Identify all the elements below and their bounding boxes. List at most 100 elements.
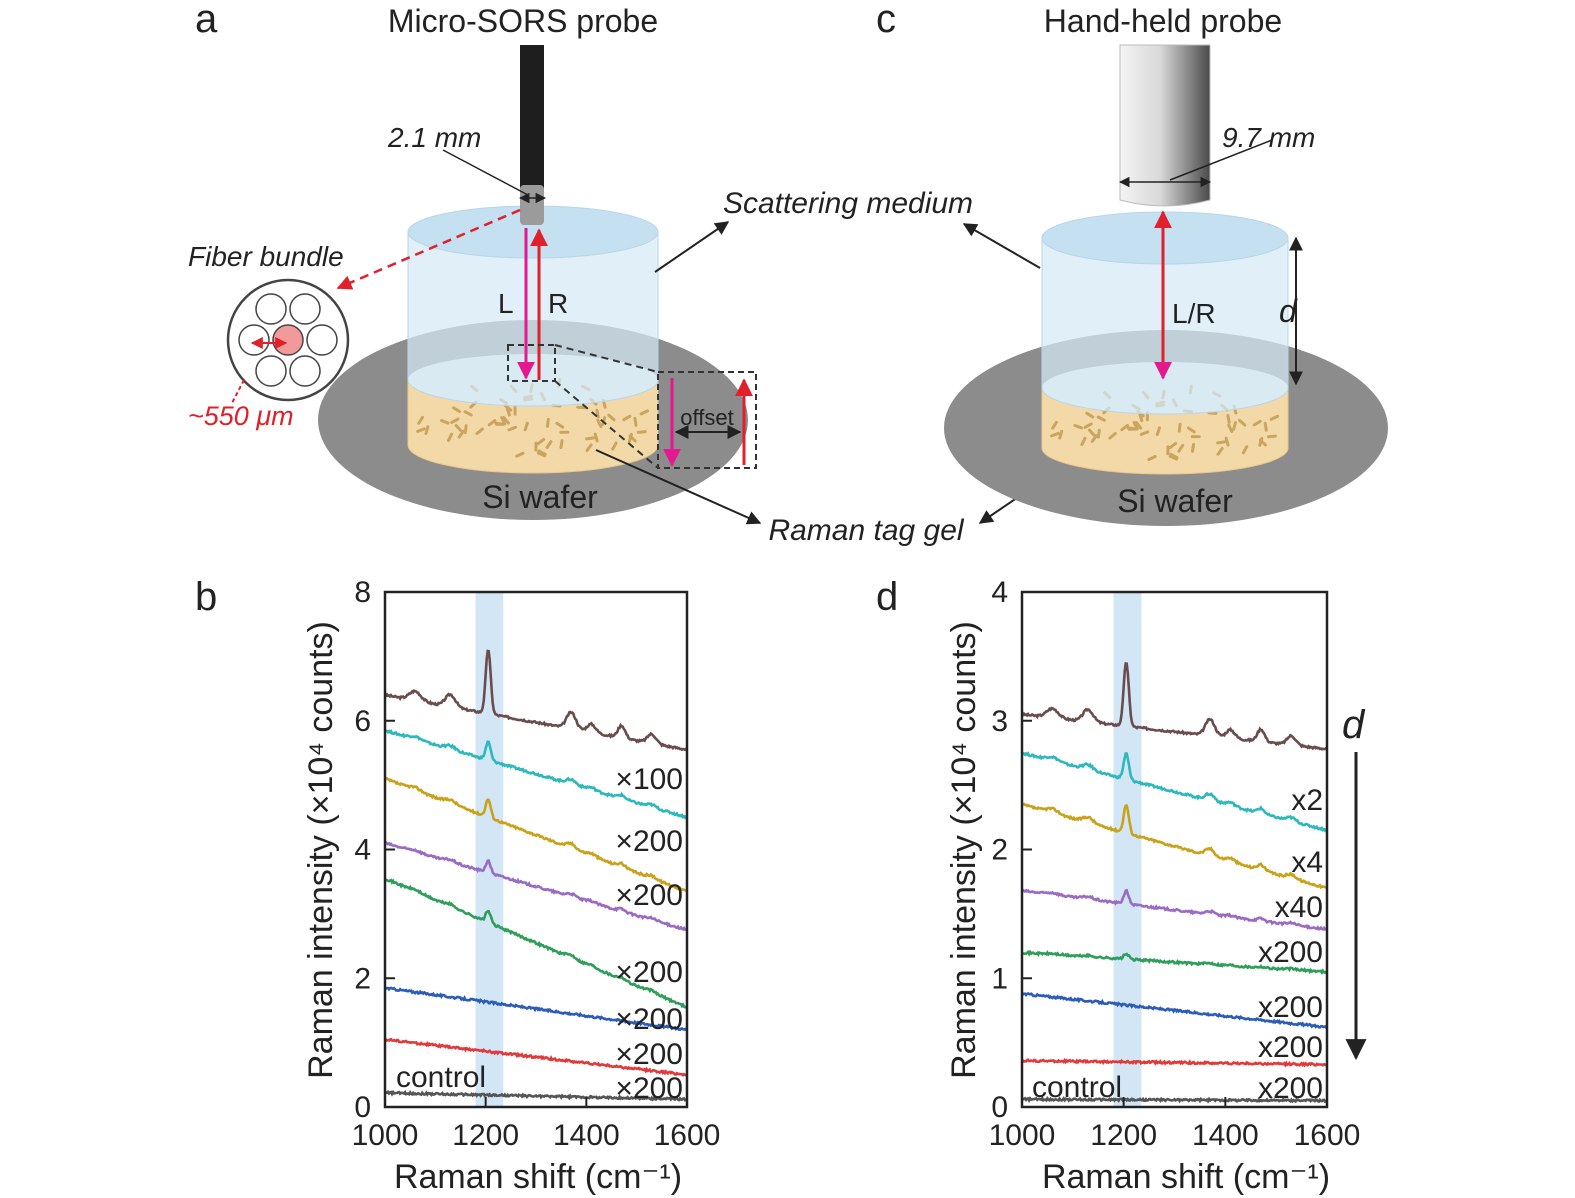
fiber-bundle-label: Fiber bundle <box>188 241 344 272</box>
gel-particle <box>1216 447 1224 456</box>
spectra-d <box>1021 662 1328 1104</box>
gel-particle <box>1232 421 1237 431</box>
gel-particle <box>446 432 454 442</box>
gel-particle <box>1090 434 1098 443</box>
spectrum-line <box>384 728 688 820</box>
gel-particle <box>545 417 550 428</box>
spectrum-line <box>384 776 688 893</box>
gel-particle <box>585 443 593 453</box>
gel-particle <box>1080 436 1087 447</box>
gel-particle <box>1177 443 1185 453</box>
probe-diameter-a: 2.1 mm <box>387 122 481 153</box>
trace-label: ×200 <box>615 879 683 912</box>
trace-label: x200 <box>1258 936 1323 969</box>
si-wafer-label-a: Si wafer <box>482 479 598 515</box>
spectrum-line <box>1021 662 1328 751</box>
shared-labels: Scattering medium Raman tag gel <box>595 187 1081 547</box>
spectrum-line <box>1021 992 1327 1029</box>
gel-particle <box>1087 428 1096 437</box>
spectrum-line <box>384 649 688 752</box>
gel-particle <box>639 409 650 416</box>
x-tick-label: 1200 <box>452 1119 519 1152</box>
trace-label: ×200 <box>615 1072 683 1105</box>
panel-label-d: d <box>876 575 898 619</box>
gel-particle <box>1266 434 1277 439</box>
gel-particle <box>595 408 600 419</box>
trace-label: x200 <box>1258 1031 1323 1064</box>
gel-particle <box>515 451 525 458</box>
y-tick-label: 2 <box>354 962 371 995</box>
gel-particle <box>416 427 426 433</box>
lr-label-c: L/R <box>1172 298 1216 329</box>
fiber-outer-4 <box>306 324 338 356</box>
inset-source-box <box>507 344 556 382</box>
gel-particle <box>555 421 565 429</box>
offset-label: offset <box>680 405 733 430</box>
gel-particle <box>1263 421 1268 432</box>
y-tick-label: 1 <box>991 962 1008 995</box>
spectrum-line <box>1021 751 1328 833</box>
gel-particle <box>1224 436 1230 447</box>
trace-label: ×100 <box>615 763 683 796</box>
gel-particle <box>1083 422 1093 429</box>
spectrum-line <box>1021 1095 1328 1104</box>
diameter-leader-c <box>1169 139 1273 181</box>
fiber-outer-5 <box>255 355 287 387</box>
scattering-medium-a <box>407 231 659 407</box>
fiber-outer-6 <box>289 355 321 387</box>
gel-particle <box>1227 423 1234 433</box>
trace-label: x200 <box>1258 991 1323 1024</box>
gel-particle <box>1132 421 1139 431</box>
spectra-b <box>384 649 688 1102</box>
raman-label-a: R <box>548 288 568 319</box>
hand-held-probe-body <box>1119 44 1211 207</box>
gel-particle <box>1139 430 1150 436</box>
panel-label-b: b <box>195 575 217 619</box>
x-tick-label: 1000 <box>352 1119 419 1152</box>
gel-particle <box>1226 414 1231 424</box>
x-axis-label-d: Raman shift (cm⁻¹) <box>1042 1158 1330 1196</box>
gel-particle <box>507 425 517 432</box>
gel-particle <box>450 417 460 424</box>
y-tick-label: 2 <box>991 834 1008 867</box>
hand-held-title: Hand-held probe <box>1044 3 1282 39</box>
gel-particle <box>1120 423 1130 432</box>
gel-particle <box>440 419 450 425</box>
gel-particle <box>1138 412 1144 422</box>
fiber-bundle-pointer <box>336 208 521 290</box>
si-wafer-label-c: Si wafer <box>1117 483 1233 519</box>
gel-particle <box>1134 421 1143 430</box>
fiber-spacing-label: ~550 μm <box>188 401 294 431</box>
gel-particle <box>417 415 425 425</box>
y-tick-label: 4 <box>991 576 1008 609</box>
plot-frame-d <box>1020 590 1329 1109</box>
trace-label: ×200 <box>615 825 683 858</box>
gel-particle <box>536 437 546 446</box>
fiber-outer-2 <box>289 293 321 325</box>
gel-particle <box>559 439 564 449</box>
gel-particle <box>1096 415 1106 422</box>
gel-particle <box>628 434 637 443</box>
spectrum-line <box>384 1089 688 1102</box>
micro-sors-title: Micro-SORS probe <box>388 3 658 39</box>
probe-tip-a <box>520 185 544 225</box>
probe-body-a <box>520 45 544 190</box>
control-label-b: control <box>396 1061 486 1094</box>
gel-particle <box>1085 411 1095 419</box>
inset-box <box>657 371 757 469</box>
gel-particle <box>1051 420 1058 430</box>
trace-labels-b: ×100×200×200×200×200×200×200 <box>615 763 683 1105</box>
y-tick-label: 8 <box>354 576 371 609</box>
gel-particle <box>523 421 529 432</box>
trace-label: ×200 <box>615 1038 683 1071</box>
scattering-arrow-a <box>654 221 730 273</box>
gel-particle <box>636 430 647 434</box>
trace-label: ×200 <box>615 956 683 989</box>
trace-label: x40 <box>1275 891 1323 924</box>
gel-particle <box>463 410 473 417</box>
gel-particle <box>487 419 497 427</box>
gel-particle <box>545 440 553 449</box>
spectrum-line <box>1021 1057 1328 1068</box>
